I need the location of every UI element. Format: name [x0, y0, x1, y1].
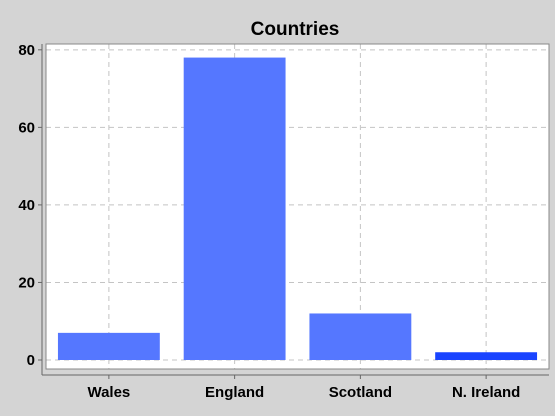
- x-tick-label-1: England: [205, 384, 264, 401]
- y-tick-label-2: 40: [18, 197, 35, 214]
- plot-background: [46, 44, 549, 369]
- y-tick-label-1: 20: [18, 274, 35, 291]
- y-axis: 0 20 40 60 80: [18, 42, 43, 375]
- bar-scotland: [309, 313, 412, 360]
- chart-title: Countries: [251, 19, 340, 40]
- plot-border: [45, 43, 550, 370]
- bar-n-ireland: [435, 352, 538, 360]
- bar-england: [183, 57, 286, 360]
- bar-wales: [57, 332, 160, 360]
- x-tick-label-2: Scotland: [329, 384, 392, 401]
- plot-area: [45, 43, 550, 370]
- y-tick-label-3: 60: [18, 119, 35, 136]
- y-tick-label-0: 0: [27, 352, 35, 369]
- y-tick-label-4: 80: [18, 42, 35, 59]
- x-tick-label-3: N. Ireland: [452, 384, 520, 401]
- x-tick-label-0: Wales: [87, 384, 130, 401]
- x-axis: Wales England Scotland N. Ireland: [42, 374, 549, 401]
